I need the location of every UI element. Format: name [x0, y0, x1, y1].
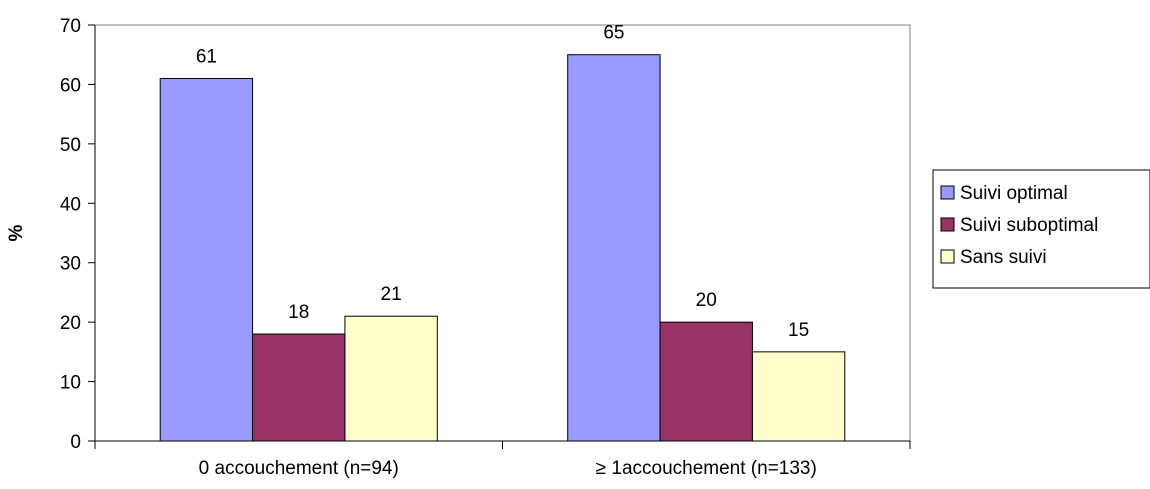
- x-tick-label: 0 accouchement (n=94): [199, 458, 399, 479]
- y-axis: 0 10 20 30 40 50 60 70: [60, 16, 96, 453]
- legend-swatch: [940, 185, 955, 200]
- legend-label: Sans suivi: [960, 247, 1047, 268]
- y-tick-label: 0: [70, 432, 81, 453]
- legend-swatch: [940, 249, 955, 264]
- data-label: 21: [381, 284, 402, 305]
- bar: [751, 351, 846, 442]
- legend: Suivi optimal Suivi suboptimal Sans suivi: [932, 169, 1150, 289]
- legend-label: Suivi optimal: [960, 183, 1068, 204]
- y-tick-label: 10: [60, 373, 81, 394]
- y-tick-label: 20: [60, 313, 81, 334]
- bar: [567, 54, 661, 442]
- y-tick-label: 40: [60, 194, 81, 215]
- bar: [159, 77, 254, 442]
- y-tick-label: 60: [60, 75, 81, 96]
- y-tick-label: 50: [60, 135, 81, 156]
- data-label: 20: [696, 290, 717, 311]
- data-label: 65: [603, 23, 624, 44]
- bar: [659, 321, 753, 442]
- y-axis-label: %: [6, 224, 27, 241]
- y-tick-label: 70: [60, 16, 81, 37]
- bar: [252, 333, 346, 442]
- legend-label: Suivi suboptimal: [960, 215, 1098, 236]
- data-label: 61: [196, 46, 217, 67]
- data-label: 18: [288, 302, 309, 323]
- data-label: 15: [788, 320, 809, 341]
- legend-swatch: [940, 217, 955, 232]
- y-tick-label: 30: [60, 254, 81, 275]
- x-tick-label: ≥ 1accouchement (n=133): [596, 458, 817, 479]
- legend-box: [932, 169, 1150, 289]
- bar: [344, 315, 438, 442]
- bars: 61 18 21 65 20 15: [159, 23, 846, 442]
- x-axis: 0 accouchement (n=94) ≥ 1accouchement (n=…: [94, 440, 911, 479]
